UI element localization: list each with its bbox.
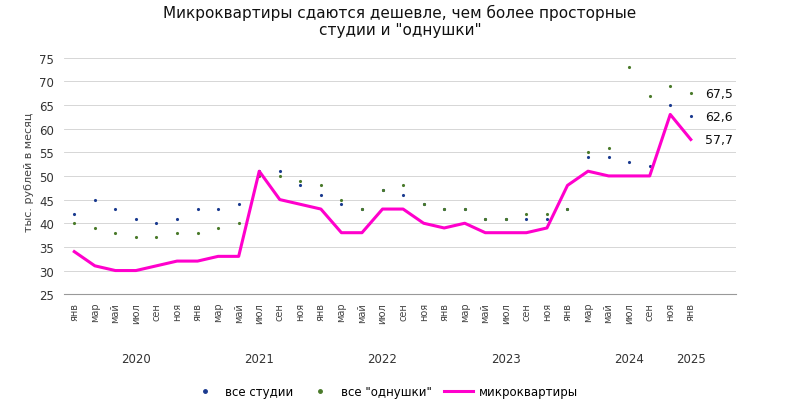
Y-axis label: тыс. рублей в месяц: тыс. рублей в месяц — [24, 112, 34, 231]
Text: 67,5: 67,5 — [705, 88, 733, 100]
Legend: все студии, все "однушки", микроквартиры: все студии, все "однушки", микроквартиры — [186, 381, 582, 403]
Text: 2024: 2024 — [614, 352, 644, 365]
Title: Микроквартиры сдаются дешевле, чем более просторные
студии и "однушки": Микроквартиры сдаются дешевле, чем более… — [163, 5, 637, 38]
Text: 57,7: 57,7 — [705, 134, 733, 147]
Text: 2020: 2020 — [121, 352, 151, 365]
Text: 2023: 2023 — [491, 352, 521, 365]
Text: 2021: 2021 — [244, 352, 274, 365]
Text: 2022: 2022 — [367, 352, 398, 365]
Text: 62,6: 62,6 — [705, 110, 733, 124]
Text: 2025: 2025 — [676, 352, 706, 365]
